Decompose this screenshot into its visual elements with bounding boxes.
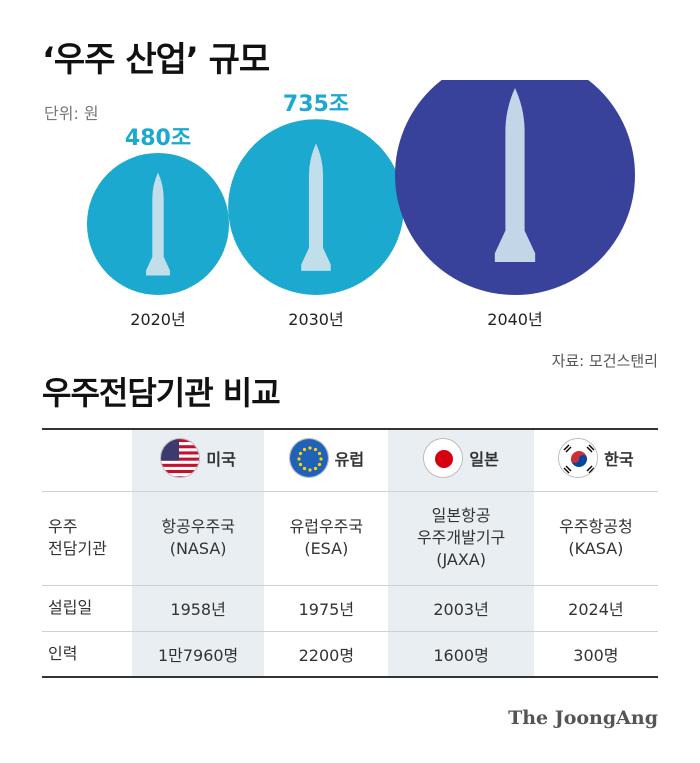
header-europe: 유럽 [264,429,389,491]
cell-japan-staff: 1600명 [388,630,534,678]
bubble-value-label: 735조 [283,92,349,117]
rocket-icon [301,143,331,271]
bubble-1: 735조 2030년 [228,92,404,329]
bubble-2: 1370조2040년 [395,80,635,329]
cell-line: 우주개발기구 [416,528,506,547]
cell-line: (ESA) [304,539,349,558]
header-korea-label: 한국 [604,450,634,470]
cell-korea-agency: 우주항공청 (KASA) [533,490,658,585]
row-head-agency: 우주 전담기관 [42,490,132,585]
eu-flag-icon [288,438,329,479]
cell-europe-agency: 유럽우주국 (ESA) [264,490,389,585]
cell-europe-founded: 1975년 [264,584,389,631]
table-header-row: 미국 [42,429,658,491]
source-label: 자료: 모건스탠리 [551,352,658,370]
table-row-agency: 우주 전담기관 항공우주국 (NASA) 유럽우주국 (ESA) 일본항공 우주… [42,490,658,585]
cell-line: 우주항공청 [559,517,633,536]
header-usa-label: 미국 [206,450,236,470]
bubble-value-label: 480조 [125,126,191,151]
bubble-category-label: 2030년 [288,310,343,329]
cell-line: 일본항공 [431,506,491,525]
japan-flag-icon [423,438,464,479]
cell-usa-founded: 1958년 [132,584,265,631]
page-title: ‘우주 산업’ 규모 [42,40,270,80]
bubble-0: 480조 2020년 [86,126,230,329]
row-head-line: 우주 [48,517,78,536]
bubble-category-label: 2040년 [487,310,542,329]
cell-line: (NASA) [169,539,227,558]
bubble-chart: 480조 2020년 735조 2030년 1370조2040년 [86,80,635,329]
comparison-table: 미국 [42,428,658,678]
row-head-founded: 설립일 [42,584,132,631]
cell-usa-agency: 항공우주국 (NASA) [132,490,265,585]
rocket-icon [494,88,536,262]
cell-line: (JAXA) [436,550,486,569]
header-usa: 미국 [132,429,265,491]
us-flag-icon [160,438,201,479]
table-corner-cell [42,429,132,491]
header-korea: 한국 [533,429,658,491]
cell-line: 항공우주국 [161,517,235,536]
table-row-staff: 인력 1만7960명 2200명 1600명 300명 [42,630,658,678]
cell-japan-founded: 2003년 [388,584,534,631]
cell-line: (KASA) [568,539,624,558]
cell-usa-staff: 1만7960명 [132,630,265,678]
bubble-category-label: 2020년 [130,310,185,329]
cell-japan-agency: 일본항공 우주개발기구 (JAXA) [388,490,534,585]
comparison-table-wrapper: 미국 [42,428,658,678]
row-head-staff: 인력 [42,630,132,678]
publisher-logo: The JoongAng [508,707,658,729]
header-japan-label: 일본 [469,450,499,470]
korea-flag-icon [558,438,599,479]
row-head-line: 전담기관 [48,539,107,558]
table-row-founded: 설립일 1958년 1975년 2003년 2024년 [42,584,658,631]
rocket-icon [146,172,170,276]
unit-label: 단위: 원 [44,104,99,123]
cell-korea-founded: 2024년 [533,584,658,631]
header-japan: 일본 [388,429,534,491]
comparison-title: 우주전담기관 비교 [42,374,281,412]
cell-line: 유럽우주국 [289,517,364,536]
cell-europe-staff: 2200명 [264,630,389,678]
cell-korea-staff: 300명 [533,630,658,678]
header-europe-label: 유럽 [334,450,365,470]
